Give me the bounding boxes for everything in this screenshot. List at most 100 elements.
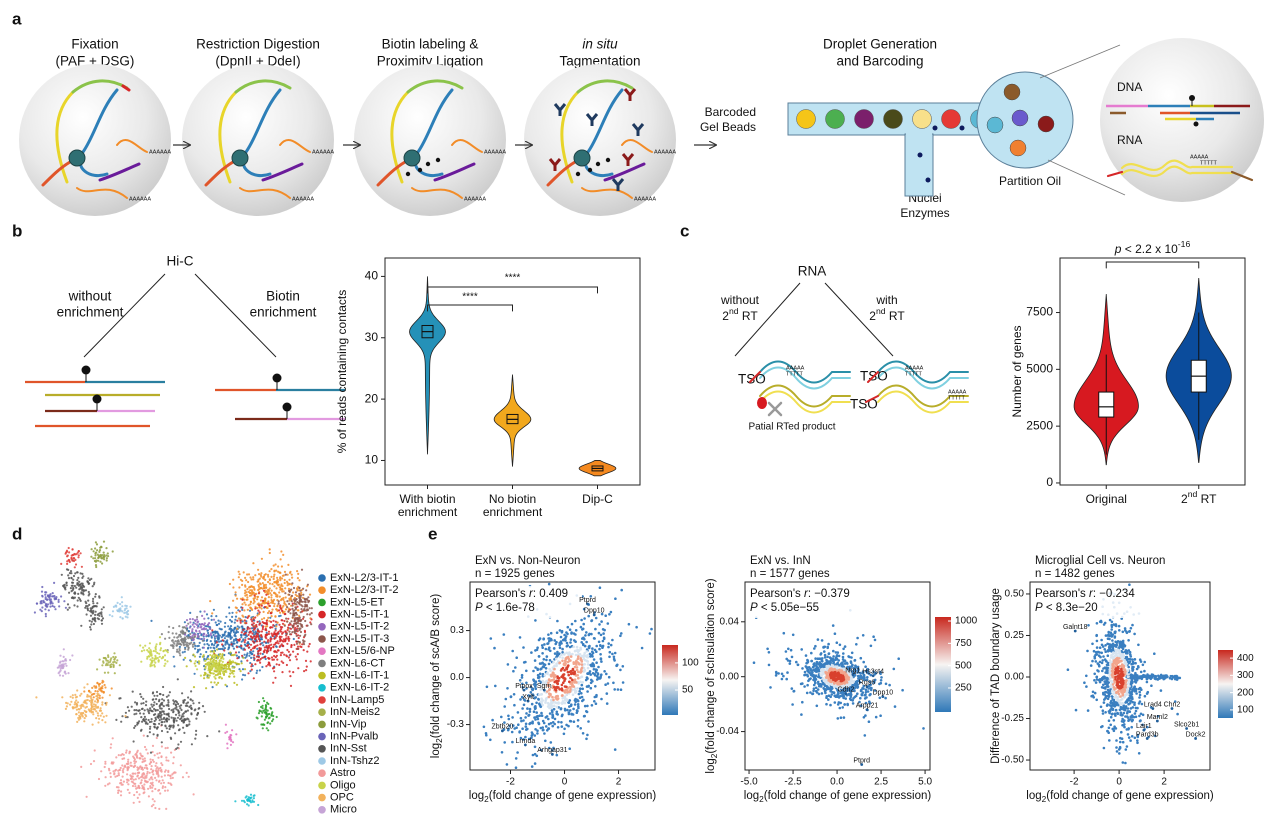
umap-cell	[261, 652, 264, 656]
density-point	[508, 724, 512, 728]
legend-swatch	[318, 696, 326, 704]
umap-cell	[200, 623, 203, 626]
chromatin-strand	[239, 187, 291, 199]
umap-cell	[104, 664, 108, 667]
umap-cell	[272, 718, 275, 721]
y-tick-label: 30	[365, 330, 379, 344]
umap-cell	[154, 654, 157, 658]
umap-cell	[134, 701, 137, 704]
umap-cell	[244, 576, 247, 580]
umap-cell	[274, 615, 277, 618]
significance-label: ****	[462, 292, 478, 303]
umap-cell	[261, 599, 265, 603]
umap-cell	[264, 597, 267, 601]
density-point	[583, 704, 587, 708]
density-point	[565, 723, 568, 727]
umap-cell	[304, 659, 308, 663]
umap-cell	[174, 704, 177, 707]
umap-cell	[83, 717, 86, 720]
density-point	[613, 748, 617, 751]
umap-cell	[215, 664, 218, 667]
label: Barcoded	[705, 105, 756, 119]
label: Gel Beads	[700, 120, 756, 134]
density-point	[576, 703, 580, 706]
density-point	[561, 713, 564, 717]
umap-cell	[223, 625, 226, 628]
umap-cell	[276, 576, 279, 579]
chromatin-strand	[234, 79, 292, 94]
crosslink-cluster	[403, 149, 421, 167]
biotin-dot	[595, 161, 601, 167]
umap-cell	[161, 703, 164, 706]
umap-cell	[194, 622, 197, 625]
umap-cell	[202, 623, 206, 627]
umap-cell	[203, 610, 206, 613]
umap-cell	[160, 657, 163, 660]
umap-cell	[273, 585, 276, 588]
density-point	[823, 650, 826, 653]
umap-cell	[264, 657, 267, 661]
umap-cell	[201, 705, 205, 708]
umap-cell	[215, 615, 218, 618]
density-point	[839, 716, 843, 719]
legend-label: Astro	[330, 767, 356, 779]
umap-cell	[226, 662, 229, 666]
umap-cell	[256, 598, 259, 601]
umap-cell	[243, 648, 246, 651]
umap-cell	[238, 610, 241, 613]
umap-cell	[288, 571, 292, 575]
umap-cell	[121, 610, 124, 613]
density-point	[606, 622, 610, 625]
density-point	[544, 647, 548, 651]
umap-cell	[266, 573, 270, 577]
umap-cell	[234, 591, 237, 594]
umap-cell	[90, 548, 93, 551]
density-point	[568, 628, 572, 631]
umap-cell	[98, 549, 102, 552]
density-point	[551, 695, 554, 699]
umap-cell	[187, 718, 190, 721]
label: Biotin	[266, 289, 300, 304]
umap-cell	[288, 583, 291, 586]
umap-cell	[105, 547, 108, 550]
umap-cell	[264, 583, 267, 587]
density-point	[555, 705, 559, 709]
density-point	[543, 663, 547, 667]
density-point	[879, 679, 883, 682]
density-point	[767, 651, 771, 654]
density-point	[585, 631, 588, 634]
umap-cell	[273, 605, 276, 608]
umap-cell	[121, 601, 124, 604]
umap-cell	[95, 543, 99, 546]
umap-cell	[265, 644, 268, 648]
umap-cell	[62, 584, 65, 588]
umap-cell	[129, 761, 132, 764]
umap-cell	[120, 783, 123, 786]
chromatin-strand	[560, 90, 580, 184]
umap-cell	[165, 727, 168, 730]
biotin-dot	[1193, 121, 1199, 127]
umap-cell	[184, 648, 187, 651]
umap-cell	[285, 632, 288, 636]
density-point	[856, 636, 859, 640]
density-point	[595, 693, 598, 697]
umap-cell	[217, 655, 220, 658]
umap-cell	[297, 667, 300, 670]
umap-cell	[172, 641, 175, 644]
umap-cell	[228, 659, 231, 662]
umap-cell	[197, 707, 200, 710]
label: With biotin	[399, 492, 455, 506]
transcript	[877, 360, 969, 384]
umap-cell	[222, 673, 226, 677]
umap-cell	[123, 611, 126, 615]
umap-cell	[85, 705, 88, 708]
umap-cell	[39, 608, 42, 611]
umap-cell	[210, 666, 213, 670]
umap-cell	[246, 573, 249, 576]
umap-cell	[157, 756, 160, 759]
density-point	[551, 749, 554, 752]
umap-cell	[146, 770, 149, 773]
density-point	[584, 634, 587, 637]
gene-label: Dpp10	[584, 608, 605, 615]
density-point	[580, 695, 584, 699]
